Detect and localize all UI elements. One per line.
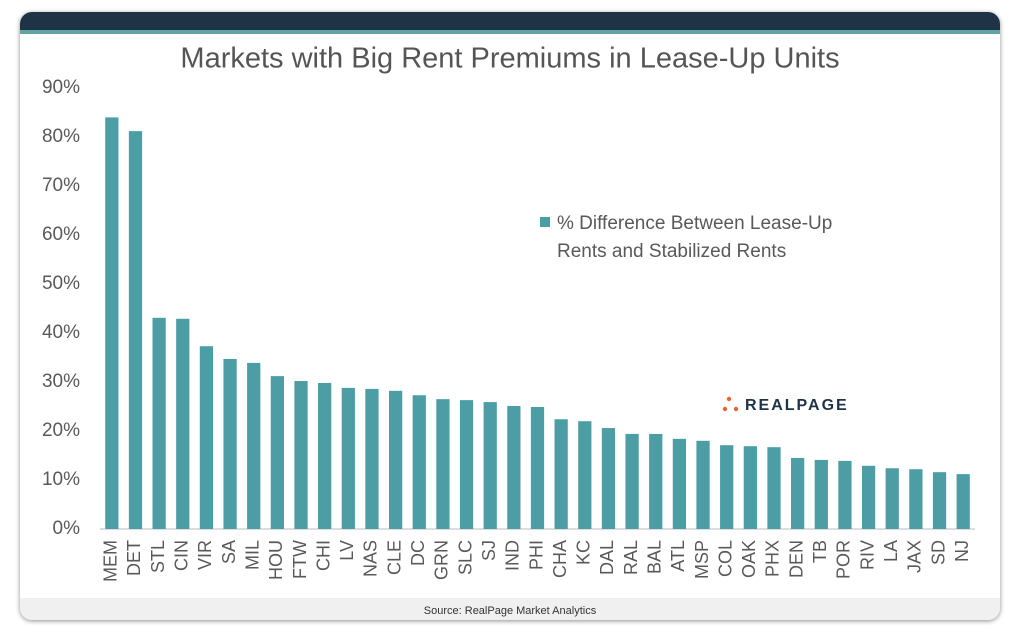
x-tick-label: CHA: [550, 540, 570, 578]
x-tick-label: BAL: [644, 540, 664, 574]
x-tick-label: JAX: [905, 540, 925, 573]
y-tick-label: 30%: [42, 371, 80, 392]
x-tick-label: IND: [503, 540, 523, 571]
bar: [649, 433, 663, 529]
x-tick-label: NAS: [361, 540, 381, 577]
legend-swatch: [540, 217, 550, 227]
x-tick-label: SJ: [479, 540, 499, 561]
y-tick-label: 90%: [42, 77, 80, 98]
x-tick-label: TB: [810, 540, 830, 563]
x-tick-label: LV: [337, 540, 357, 561]
bar: [412, 395, 426, 529]
bar: [247, 362, 261, 529]
x-tick-label: DC: [408, 540, 428, 566]
x-tick-label: SLC: [455, 540, 475, 575]
bar: [105, 117, 119, 530]
x-tick-label: SD: [928, 540, 948, 565]
bar: [909, 469, 923, 529]
bar: [128, 131, 143, 529]
y-tick-label: 0%: [53, 518, 81, 539]
y-tick-label: 20%: [42, 420, 80, 441]
x-tick-label: HOU: [266, 540, 286, 580]
bar: [672, 438, 687, 529]
y-tick-label: 60%: [42, 224, 80, 245]
bar: [696, 440, 710, 529]
bar: [885, 468, 899, 529]
x-tick-label: MEM: [101, 540, 121, 582]
y-tick-label: 50%: [42, 273, 80, 294]
x-tick-label: RIV: [857, 540, 877, 570]
x-tick-label: KC: [574, 540, 594, 565]
x-tick-label: CLE: [384, 540, 404, 575]
x-tick-label: STL: [148, 540, 168, 573]
x-tick-label: GRN: [432, 540, 452, 580]
bar: [388, 390, 403, 529]
x-tick-label: SA: [219, 540, 239, 564]
bar: [176, 318, 190, 529]
x-tick-label: COL: [715, 540, 735, 577]
bar: [341, 387, 355, 529]
x-tick-label: OAK: [739, 540, 759, 578]
footer-band: [20, 598, 1000, 620]
bar: [530, 406, 545, 529]
x-tick-label: MIL: [242, 540, 262, 570]
bar: [814, 459, 828, 529]
bar: [743, 446, 757, 529]
x-tick-label: PHI: [526, 540, 546, 570]
logo-dot: [722, 406, 728, 412]
y-tick-label: 80%: [42, 126, 80, 147]
bar: [436, 399, 450, 529]
x-tick-label: CHI: [313, 540, 333, 571]
bar: [199, 346, 214, 529]
chart-title: Markets with Big Rent Premiums in Lease-…: [180, 43, 839, 75]
y-tick-label: 40%: [42, 322, 80, 343]
x-tick-label: DAL: [597, 540, 617, 575]
header-stripe: [20, 30, 1000, 34]
x-tick-label: ATL: [668, 540, 688, 572]
y-tick-label: 10%: [42, 469, 80, 490]
source: Source: RealPage Market Analytics: [424, 605, 597, 617]
bar: [318, 382, 332, 529]
x-tick-label: POR: [834, 540, 854, 579]
bar: [791, 457, 805, 529]
x-tick-label: CIN: [172, 540, 192, 571]
bar: [270, 376, 284, 529]
x-tick-label: DEN: [786, 540, 806, 578]
x-tick-label: FTW: [290, 540, 310, 579]
x-tick-label: VIR: [195, 540, 215, 570]
bar: [365, 388, 379, 529]
bar: [932, 472, 947, 529]
legend-label: % Difference Between Lease-Up Rents and …: [557, 213, 833, 262]
x-tick-label: MSP: [692, 540, 712, 579]
logo-dot: [733, 406, 739, 412]
y-tick-label: 70%: [42, 175, 80, 196]
bar: [625, 433, 639, 529]
logo-dot: [726, 396, 732, 402]
bar: [459, 400, 474, 529]
x-tick-label: PHX: [763, 540, 783, 577]
logo-dots: [722, 396, 739, 412]
bar: [294, 381, 308, 529]
bar: [956, 474, 970, 529]
bar: [838, 460, 852, 529]
bar: [601, 428, 616, 529]
bar: [554, 419, 568, 529]
bar: [507, 406, 521, 529]
x-tick-label: RAL: [621, 540, 641, 575]
bar: [861, 465, 876, 529]
bar: [152, 317, 166, 529]
header-band: [20, 12, 1000, 30]
logo: REALPAGE: [745, 397, 849, 414]
x-tick-label: NJ: [952, 540, 972, 562]
x-tick-label: LA: [881, 540, 901, 562]
bar: [720, 445, 734, 529]
bar: [223, 358, 237, 529]
bar: [767, 447, 781, 529]
bar: [578, 421, 592, 529]
bar: [483, 402, 497, 529]
x-tick-label: DET: [124, 540, 144, 576]
